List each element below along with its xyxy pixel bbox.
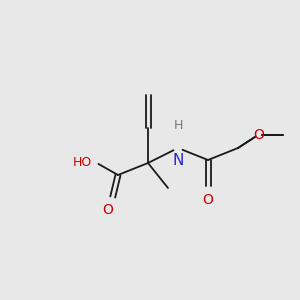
Text: O: O [202,193,213,207]
Text: H: H [173,119,183,132]
Text: N: N [172,153,184,168]
Text: O: O [103,203,113,217]
Text: O: O [254,128,264,142]
Text: HO: HO [73,155,92,169]
